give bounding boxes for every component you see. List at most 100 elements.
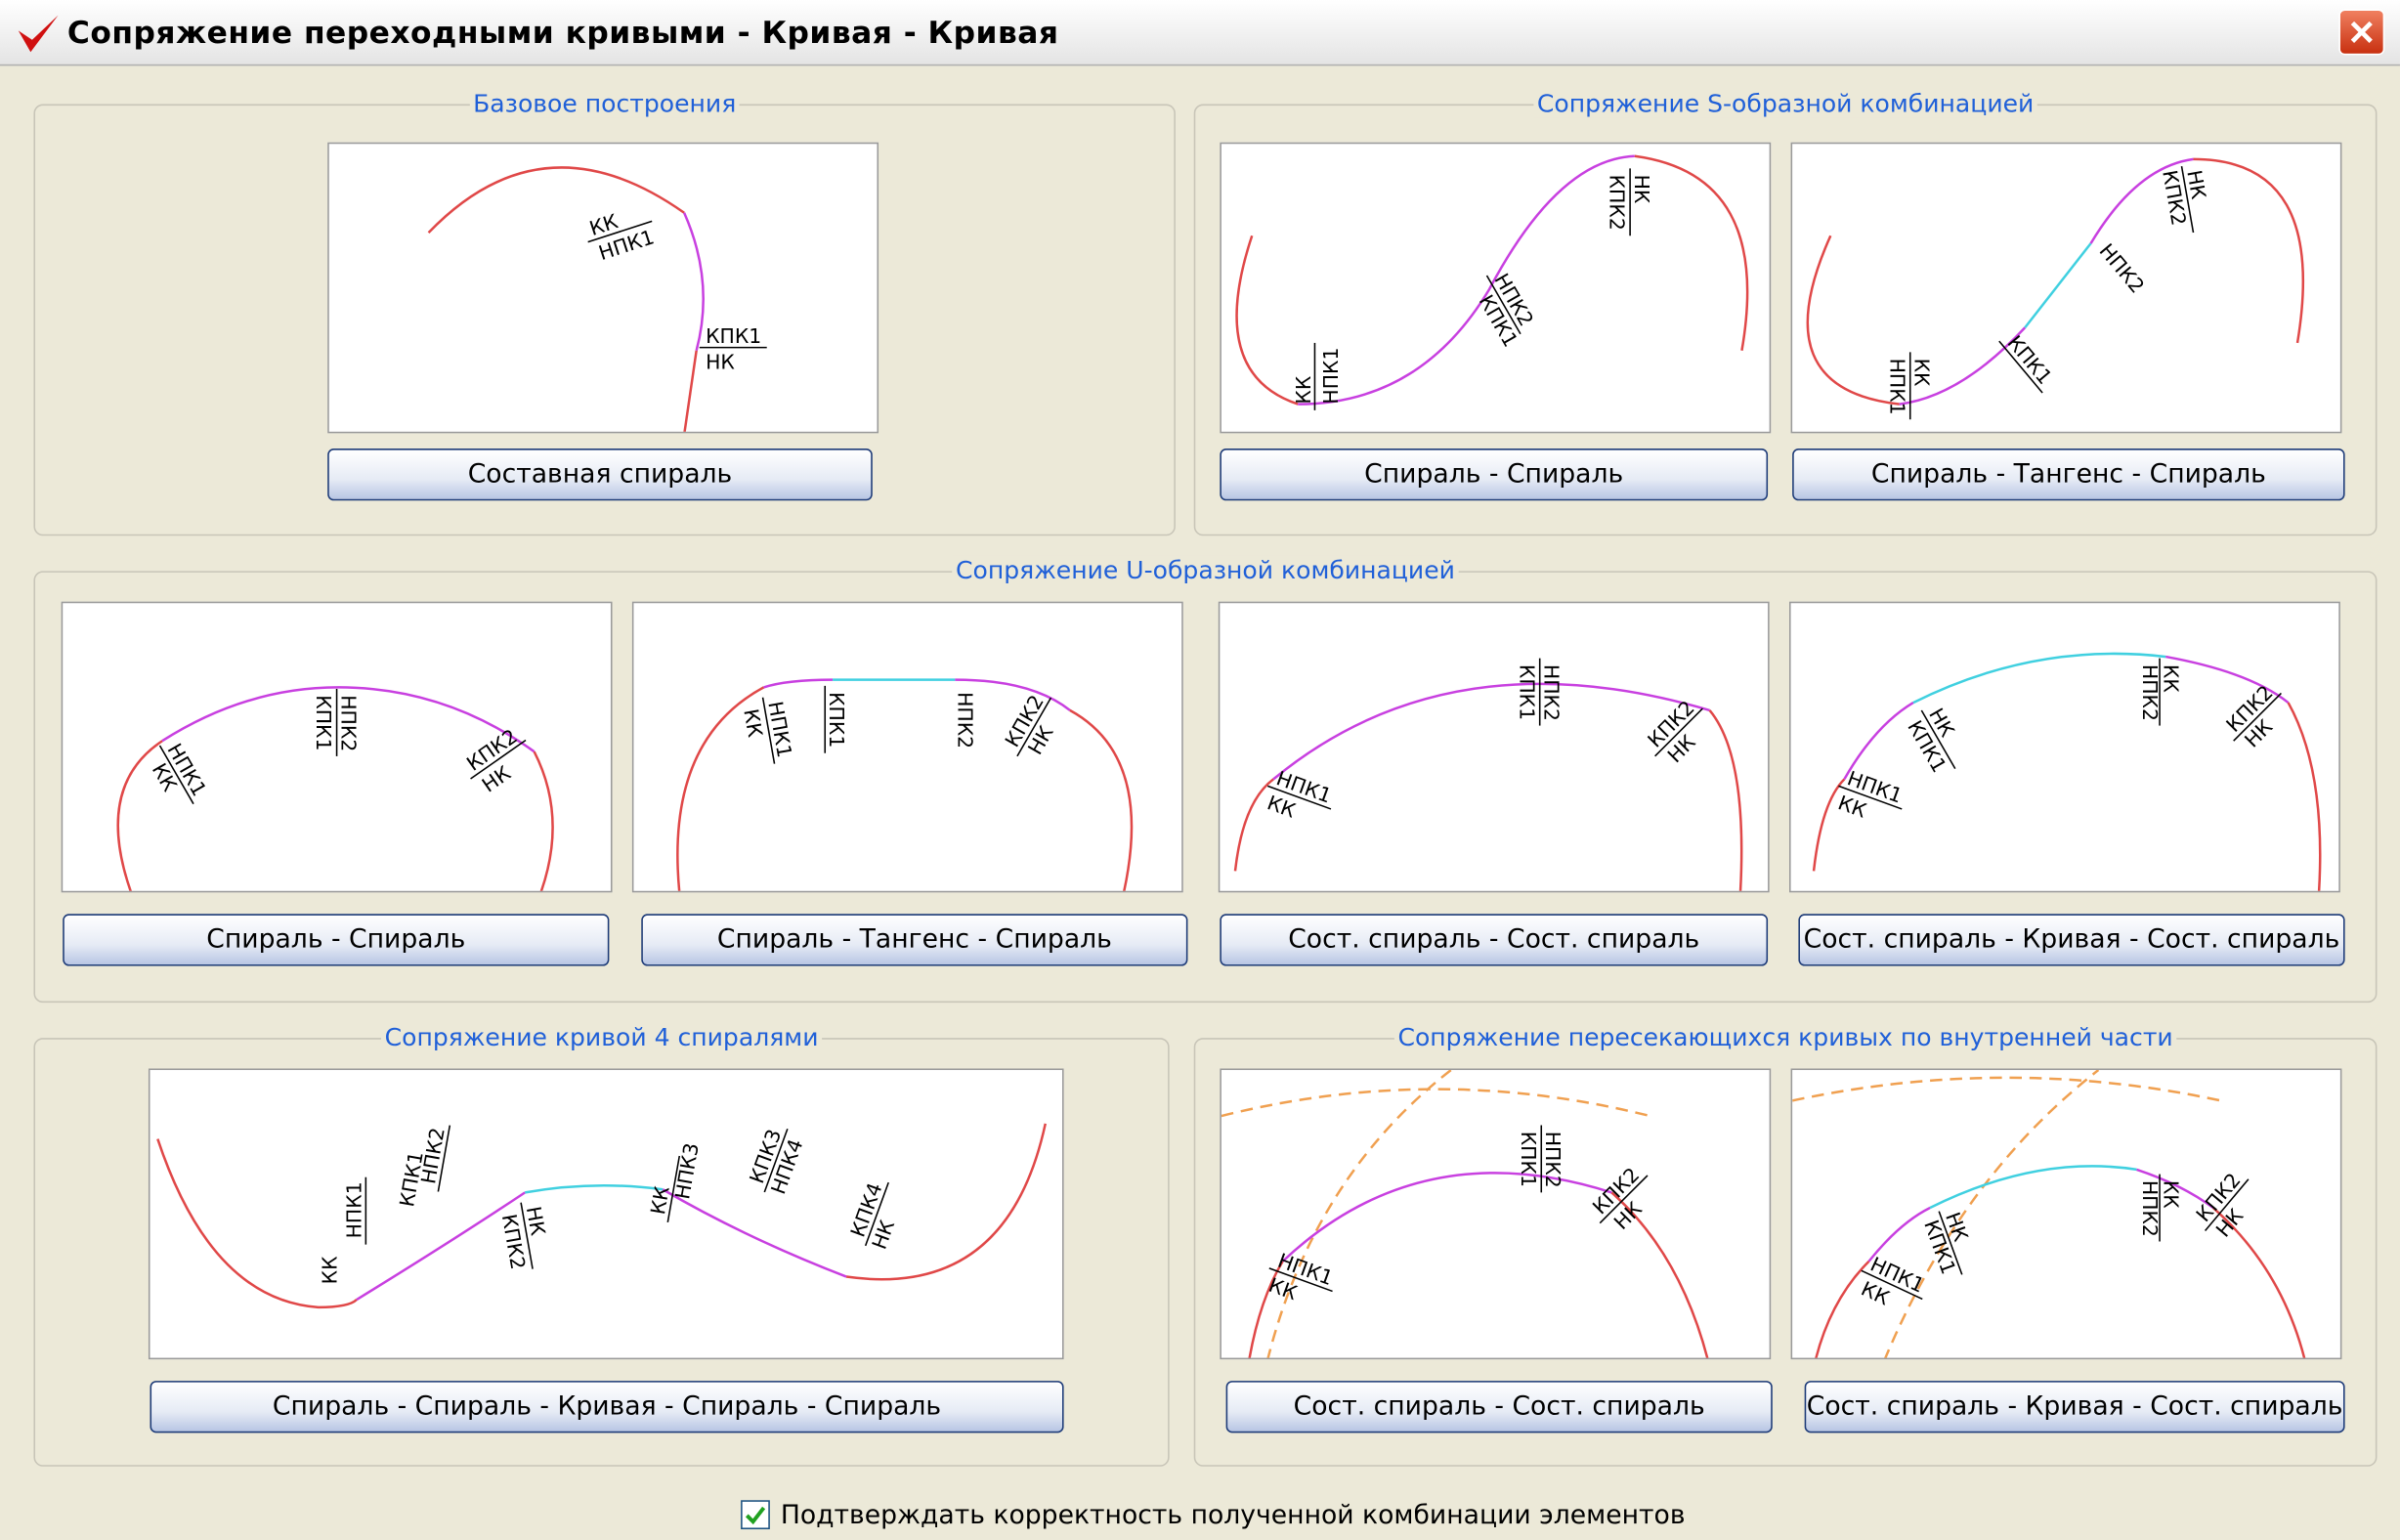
curve [1281, 1172, 1612, 1262]
option-button[interactable]: Спираль - Спираль - Кривая - Спираль - С… [150, 1381, 1064, 1433]
curve [676, 686, 765, 891]
preview-image: КК НПК1 КПК1 НК [327, 142, 879, 434]
curve [1912, 652, 2166, 705]
option-button[interactable]: Сост. спираль - Кривая - Сост. спираль [1798, 914, 2345, 966]
curve [763, 678, 834, 689]
curve-label: НПК1 [1885, 359, 1908, 415]
option-button[interactable]: Спираль - Тангенс - Спираль [641, 914, 1188, 966]
curve-label: КПК1 [1515, 664, 1538, 720]
station-tick [1920, 709, 1956, 770]
group-title-text: Сопряжение пересекающихся кривых по внут… [1394, 1022, 2176, 1052]
station-tick [470, 739, 527, 780]
group-title-text: Сопряжение кривой 4 спиралями [381, 1022, 822, 1052]
window-title: Сопряжение переходными кривыми - Кривая … [66, 14, 1059, 51]
curve [1272, 682, 1710, 781]
preview-image: НПК1 КК НПК2 КПК1 КПК2 НК [1220, 1068, 1772, 1360]
curve [1899, 326, 2027, 406]
station-tick [666, 1155, 681, 1223]
curve-label: НПК2 [1541, 1132, 1564, 1188]
group-title: Сопряжение кривой 4 спиралями [35, 1022, 1168, 1052]
curve [1812, 778, 1846, 872]
curve-label: НПК2 [1539, 664, 1563, 721]
station-tick [1861, 1269, 1923, 1301]
curve-label: КК [1292, 375, 1315, 404]
option-button[interactable]: Сост. спираль - Сост. спираль [1220, 914, 1769, 966]
curve [682, 212, 705, 352]
group-box: Сопряжение кривой 4 спиралями [33, 1022, 1170, 1467]
group-title: Сопряжение U-образной комбинацией [35, 555, 2376, 585]
curve-label: НПК2 [954, 692, 977, 749]
close-button[interactable] [2338, 9, 2385, 56]
option-button[interactable]: Спираль - Спираль [1220, 449, 1769, 501]
curve [1792, 1076, 2221, 1102]
station-tick [158, 745, 194, 805]
curve [161, 686, 536, 753]
curve-label: КК [319, 1256, 342, 1284]
preview-image: НПК1 КК КПК1 НПК2 КПК2 НК [631, 601, 1183, 893]
group-box: Базовое построения [33, 88, 1176, 536]
curve [1298, 154, 1635, 406]
curve-label: НПК1 [343, 1181, 366, 1238]
curve [156, 1138, 358, 1309]
station-tick [1266, 785, 1332, 810]
curve-label: НПК2 [336, 695, 360, 751]
preview-image: НПК1 КК НПК2 КПК1 КПК2 НК [1218, 601, 1770, 893]
curve-label: НПК2 [2138, 1180, 2162, 1237]
station-tick [1654, 707, 1703, 757]
curve-label: КПК1 [706, 324, 761, 348]
station-tick [1838, 785, 1903, 810]
option-button[interactable]: Сост. спираль - Кривая - Сост. спираль [1804, 1381, 2345, 1433]
curve [2089, 157, 2194, 244]
curve [533, 750, 554, 891]
curve-label: КК [2160, 664, 2183, 693]
curve [2136, 1168, 2214, 1210]
curve-label: КПК1 [2003, 331, 2057, 389]
curve-label: НК [1630, 175, 1653, 204]
curve [1248, 1261, 1284, 1358]
group-title-text: Сопряжение S-образной комбинацией [1533, 88, 2037, 118]
option-button[interactable]: Сост. спираль - Сост. спираль [1225, 1381, 1773, 1433]
station-tick [2233, 692, 2282, 742]
checkbox-label: Подтверждать корректность полученной ком… [780, 1500, 1686, 1531]
curve [1708, 709, 1743, 891]
curve-label: КПК1 [395, 1149, 428, 1208]
curve [1867, 1206, 1931, 1262]
option-button[interactable]: Спираль - Спираль [63, 914, 610, 966]
preview-image: КК НПК1 НПК2 КПК1 НК КПК2 [1220, 142, 1772, 434]
option-button[interactable]: Спираль - Тангенс - Спираль [1792, 449, 2345, 501]
curve-label: НПК2 [2095, 239, 2150, 298]
station-tick [2180, 165, 2195, 234]
curve [1634, 154, 1749, 351]
curve [1266, 1070, 1452, 1358]
option-button[interactable]: Составная спираль [327, 449, 873, 501]
checkbox[interactable] [741, 1500, 770, 1530]
preview-image: НПК1 КК НПК2 КПК1 КПК2 НК [61, 601, 613, 893]
curve [1929, 1165, 2137, 1210]
group-box: Сопряжение пересекающихся кривых по внут… [1193, 1022, 2378, 1467]
curve [1815, 1260, 1870, 1358]
curve-label: КПК2 [1606, 175, 1629, 231]
group-title: Сопряжение S-образной комбинацией [1195, 88, 2376, 118]
station-tick [1998, 340, 2043, 394]
curve [356, 1191, 526, 1302]
curve-label: КК [1909, 359, 1933, 387]
preview-image: КК НПК1 КПК1 НПК2 НК КПК2 [1790, 142, 2342, 434]
station-tick [587, 220, 653, 243]
station-tick [2205, 1178, 2250, 1232]
curve [1235, 235, 1299, 406]
curve [2287, 702, 2322, 891]
curve [2193, 157, 2305, 344]
curve [427, 166, 685, 234]
curve-label: КПК1 [312, 695, 335, 750]
curve [116, 740, 163, 891]
station-tick [520, 1202, 534, 1269]
group-title: Базовое построения [35, 88, 1174, 118]
station-tick [1599, 1175, 1649, 1224]
curve [1806, 235, 1900, 406]
